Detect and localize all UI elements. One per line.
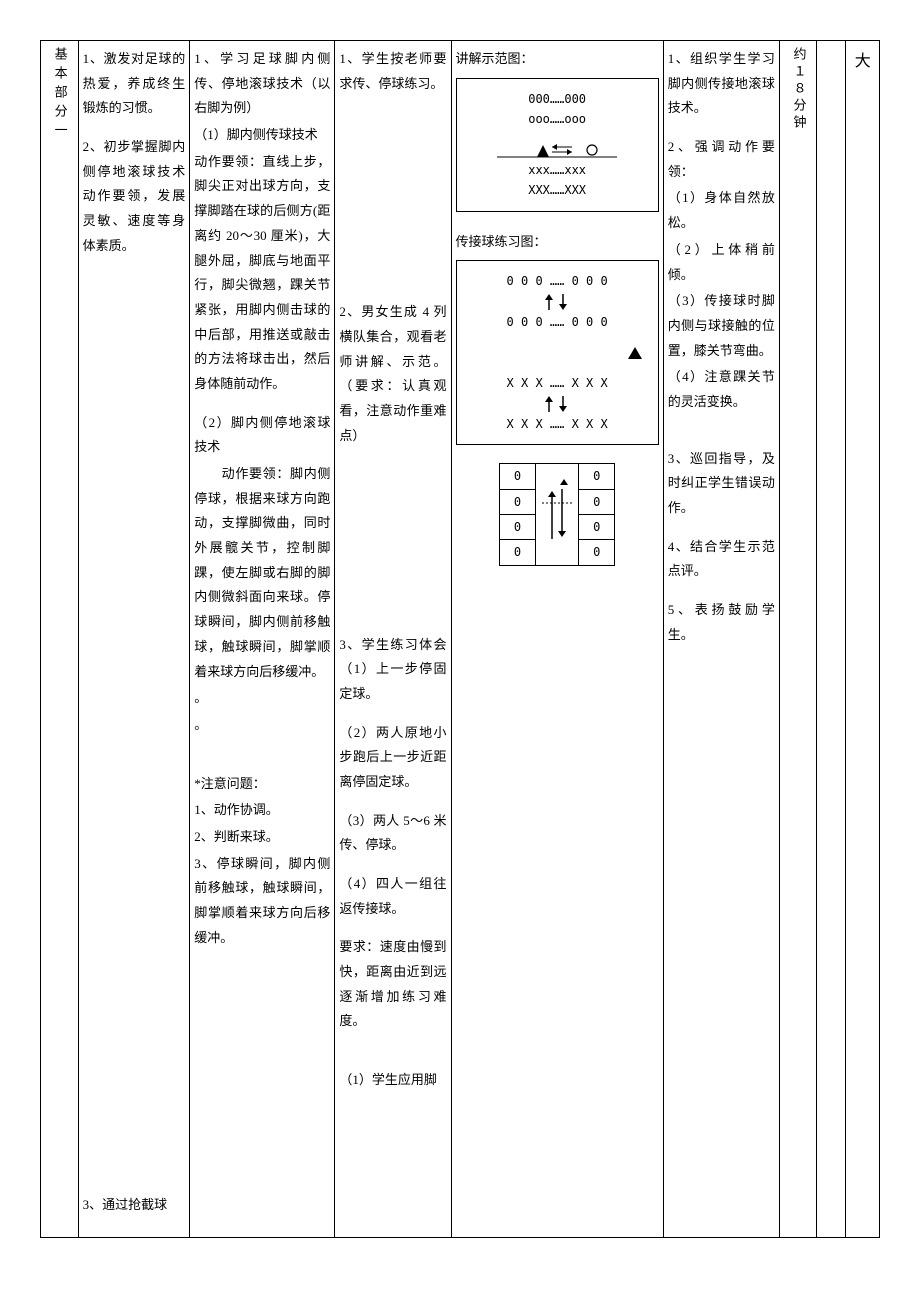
content-1: 1、学习足球脚内侧传、停地滚球技术（以右脚为例）: [194, 47, 330, 121]
spare-cell: [817, 41, 846, 1238]
act-6: （4）四人一组往返传接球。: [339, 872, 446, 921]
section-label-cell: 基本部分一: [41, 41, 79, 1238]
content-2: （1）脚内侧传球技术: [194, 123, 330, 148]
content-5: 动作要领：脚内侧停球，根据来球方向跑动，支撑脚微曲，同时外展髋关节，控制脚踝，使…: [194, 462, 330, 684]
d1-r4: XXX……XXX: [463, 180, 652, 200]
diagram-cell: 讲解示范图： 000……000 ooo……ooo xxx…: [451, 41, 663, 1238]
d2-r3: X X X …… X X X: [463, 373, 652, 393]
obj-1: 1、激发对足球的热爱，养成终生锻炼的习惯。: [83, 47, 186, 121]
d2-r2: 0 0 0 …… 0 0 0: [463, 312, 652, 332]
d3-c3a: 0: [499, 515, 535, 540]
content-cell: 1、学习足球脚内侧传、停地滚球技术（以右脚为例） （1）脚内侧传球技术 动作要领…: [190, 41, 335, 1238]
content-8: *注意问题：: [194, 772, 330, 797]
t-9: 5、表扬鼓励学生。: [668, 598, 775, 647]
t-7: 3、巡回指导，及时纠正学生错误动作。: [668, 447, 775, 521]
act-3: 3、学生练习体会（1）上一步停固定球。: [339, 633, 446, 707]
updown-arrow-icon: [537, 394, 577, 414]
t-5: （3）传接球时脚内侧与球接触的位置，膝关节弯曲。: [668, 289, 775, 363]
student-activity-cell: 1、学生按老师要求传、停球练习。 2、男女生成 4 列横队集合，观看老师讲解、示…: [335, 41, 451, 1238]
lesson-plan-page: 基本部分一 1、激发对足球的热爱，养成终生锻炼的习惯。 2、初步掌握脚内侧停地滚…: [40, 40, 880, 1238]
content-9: 1、动作协调。: [194, 798, 330, 823]
content-11: 3、停球瞬间，脚内侧前移触球，触球瞬间，脚掌顺着来球方向后移缓冲。: [194, 852, 330, 951]
d1-r2: ooo……ooo: [463, 109, 652, 129]
d2-arrow2: [463, 393, 652, 414]
d3-c2b: 0: [579, 489, 615, 514]
d2-teacher: [463, 343, 652, 363]
d2-r4: X X X …… X X X: [463, 414, 652, 434]
content-10: 2、判断来球。: [194, 825, 330, 850]
diagram1-title: 讲解示范图：: [456, 47, 659, 72]
d3-c4a: 0: [499, 540, 535, 565]
vertical-arrows-icon: [542, 469, 572, 553]
d1-teacher-row: [463, 139, 652, 159]
triangle-icon: [628, 347, 642, 359]
teacher-activity-cell: 1、组织学生学习脚内侧传接地滚球技术。 2、强调动作要领： （1）身体自然放松。…: [663, 41, 779, 1238]
d1-r3: xxx……xxx: [463, 160, 652, 180]
content-7: 。: [194, 713, 330, 738]
d2-r1: 0 0 0 …… 0 0 0: [463, 271, 652, 291]
d2-arrow1: [463, 292, 652, 313]
objectives-cell: 1、激发对足球的热爱，养成终生锻炼的习惯。 2、初步掌握脚内侧停地滚球技术动作要…: [78, 41, 190, 1238]
intensity-cell: 大: [846, 41, 880, 1238]
obj-2: 2、初步掌握脚内侧停地滚球技术动作要领，发展灵敏、速度等身体素质。: [83, 135, 186, 258]
t-6: （4）注意踝关节的灵活变换。: [668, 365, 775, 414]
d3-c4b: 0: [579, 540, 615, 565]
act-7: 要求：速度由慢到快，距离由近到远逐渐增加练习难度。: [339, 935, 446, 1034]
act-2: 2、男女生成 4 列横队集合，观看老师讲解、示范。（要求：认真观看，注意动作重难…: [339, 300, 446, 448]
d3-c2a: 0: [499, 489, 535, 514]
d3-c1b: 0: [579, 464, 615, 489]
t-1: 1、组织学生学习脚内侧传接地滚球技术。: [668, 47, 775, 121]
d3-c1a: 0: [499, 464, 535, 489]
teacher-arrow-icon: [497, 141, 617, 159]
t-4: （2）上体稍前倾。: [668, 238, 775, 287]
time-cell: 约１８分钟: [779, 41, 817, 1238]
d3-c3b: 0: [579, 515, 615, 540]
act-5: （3）两人 5～6 米传、停球。: [339, 809, 446, 858]
act-1: 1、学生按老师要求传、停球练习。: [339, 47, 446, 96]
act-4: （2）两人原地小步跑后上一步近距离停固定球。: [339, 721, 446, 795]
intensity-label: 大: [855, 53, 871, 70]
updown-arrow-icon: [537, 292, 577, 312]
content-4: （2）脚内侧停地滚球技术: [194, 411, 330, 460]
act-8: （1）学生应用脚: [339, 1068, 446, 1093]
content-3: 动作要领：直线上步，脚尖正对出球方向，支撑脚踏在球的后侧方(距离约 20～30 …: [194, 150, 330, 397]
diagram1-box: 000……000 ooo……ooo xxx……xxx XXX……XXX: [456, 78, 659, 212]
t-3: （1）身体自然放松。: [668, 186, 775, 235]
time-label: 约１８分钟: [786, 47, 811, 132]
t-8: 4、结合学生示范点评。: [668, 535, 775, 584]
lesson-table: 基本部分一 1、激发对足球的热爱，养成终生锻炼的习惯。 2、初步掌握脚内侧停地滚…: [40, 40, 880, 1238]
section-label: 基本部分一: [47, 47, 72, 142]
t-2: 2、强调动作要领：: [668, 135, 775, 184]
diagram3: 0 0: [456, 463, 659, 566]
diagram2-title: 传接球练习图：: [456, 230, 659, 255]
d1-r1: 000……000: [463, 89, 652, 109]
diagram2-box: 0 0 0 …… 0 0 0 0 0 0 …… 0 0 0 X X X ……: [456, 260, 659, 445]
content-6: 。: [194, 686, 330, 711]
obj-3: 3、通过抢截球: [83, 1193, 186, 1218]
